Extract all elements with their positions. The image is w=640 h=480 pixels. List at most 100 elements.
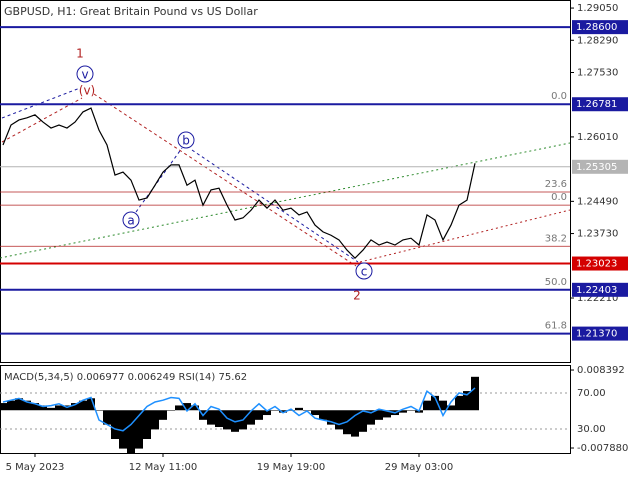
indicator-label: MACD(5,34,5) 0.006977 0.006249 RSI(14) 7… xyxy=(4,372,247,383)
macd-bar xyxy=(287,410,295,411)
macd-bar xyxy=(103,410,111,425)
macd-bar xyxy=(127,410,135,454)
macd-bar xyxy=(335,410,343,430)
macd-bar xyxy=(247,410,255,425)
macd-bar xyxy=(0,403,7,411)
macd-bar xyxy=(447,405,455,411)
fib-label: 61.8 xyxy=(545,321,567,332)
level-box xyxy=(572,282,628,297)
macd-bar xyxy=(31,403,39,411)
macd-bar xyxy=(15,398,23,411)
wave-label: 1 xyxy=(76,47,84,61)
trend-line xyxy=(0,142,571,259)
level-label: 1.26781 xyxy=(576,99,617,110)
fib-label: 0.0 xyxy=(551,91,567,102)
wave-circle xyxy=(177,131,195,149)
y-tick-label: 1.23730 xyxy=(577,229,618,240)
fib-label: 50.0 xyxy=(545,277,567,288)
level-box xyxy=(572,256,628,271)
wave-circle xyxy=(355,262,373,280)
x-tick-label: 12 May 11:00 xyxy=(129,462,198,473)
macd-bar xyxy=(423,400,431,411)
wave-circle xyxy=(76,65,94,83)
wave-label: 2 xyxy=(353,289,361,303)
level-box xyxy=(572,159,628,174)
macd-bar xyxy=(191,405,199,411)
wave-line xyxy=(1,87,81,119)
wave-label: c xyxy=(361,265,368,279)
macd-bar xyxy=(215,410,223,428)
wave-circle xyxy=(122,211,140,229)
macd-bar xyxy=(407,410,415,411)
macd-bar xyxy=(135,410,143,449)
y2-tick-label: 30.00 xyxy=(577,424,606,435)
level-label: 1.23023 xyxy=(576,259,617,270)
wave-line xyxy=(135,147,183,213)
level-label: 1.21370 xyxy=(576,329,617,340)
macd-bar xyxy=(383,410,391,418)
y-tick-label: 1.29050 xyxy=(577,3,618,14)
macd-bar xyxy=(455,395,463,411)
macd-bar xyxy=(439,400,447,411)
level-label: 1.25305 xyxy=(576,162,617,173)
y-tick-label: -0.007880 xyxy=(577,443,628,454)
macd-bar xyxy=(431,395,439,411)
macd-bar xyxy=(311,410,319,416)
macd-bar xyxy=(87,398,95,411)
macd-bar xyxy=(47,407,55,411)
y-tick-label: 1.26010 xyxy=(577,132,618,143)
macd-bar xyxy=(167,410,175,411)
channel-line xyxy=(359,209,571,263)
price-line xyxy=(2,107,476,259)
macd-bar xyxy=(175,405,183,411)
fib-label: 0.0 xyxy=(551,192,567,203)
wave-label: a xyxy=(127,214,134,228)
macd-bar xyxy=(71,403,79,411)
macd-bar xyxy=(351,410,359,437)
level-box xyxy=(572,20,628,35)
macd-bar xyxy=(399,410,407,413)
macd-bar xyxy=(295,407,303,411)
macd-bar xyxy=(463,391,471,411)
macd-bar xyxy=(119,410,127,449)
macd-bar xyxy=(223,410,231,430)
wave-line xyxy=(93,93,357,267)
macd-bar xyxy=(255,410,263,420)
macd-bar xyxy=(359,410,367,432)
macd-bar xyxy=(263,410,271,416)
macd-bar xyxy=(39,405,47,411)
main-frame xyxy=(0,0,571,363)
y2-tick-label: 70.00 xyxy=(577,388,606,399)
fib-label: 23.6 xyxy=(545,179,567,190)
macd-bar xyxy=(79,400,87,411)
level-label: 1.28600 xyxy=(576,22,617,33)
macd-bar xyxy=(279,410,287,413)
macd-bar xyxy=(95,410,103,411)
wave-label: v xyxy=(81,68,88,82)
level-box xyxy=(572,326,628,341)
wave-label: (v) xyxy=(79,84,95,98)
macd-bar xyxy=(23,400,31,411)
chart-title: GBPUSD, H1: Great Britain Pound vs US Do… xyxy=(4,5,258,18)
fib-label: 38.2 xyxy=(545,233,567,244)
x-tick-label: 29 May 03:00 xyxy=(385,462,454,473)
macd-bar xyxy=(319,410,327,420)
macd-bar xyxy=(375,410,383,420)
x-tick-label: 19 May 19:00 xyxy=(257,462,326,473)
y-tick-label: 1.28290 xyxy=(577,35,618,46)
wave-label: b xyxy=(182,134,190,148)
macd-bar xyxy=(271,410,279,411)
macd-bar xyxy=(471,376,479,411)
macd-bar xyxy=(55,405,63,411)
level-box xyxy=(572,97,628,112)
x-tick-label: 5 May 2023 xyxy=(6,462,65,473)
macd-bar xyxy=(327,410,335,425)
y-tick-label: 1.22210 xyxy=(577,293,618,304)
macd-bar xyxy=(367,410,375,425)
macd-bar xyxy=(7,400,15,411)
macd-bar xyxy=(159,410,167,420)
macd-bar xyxy=(111,410,119,440)
